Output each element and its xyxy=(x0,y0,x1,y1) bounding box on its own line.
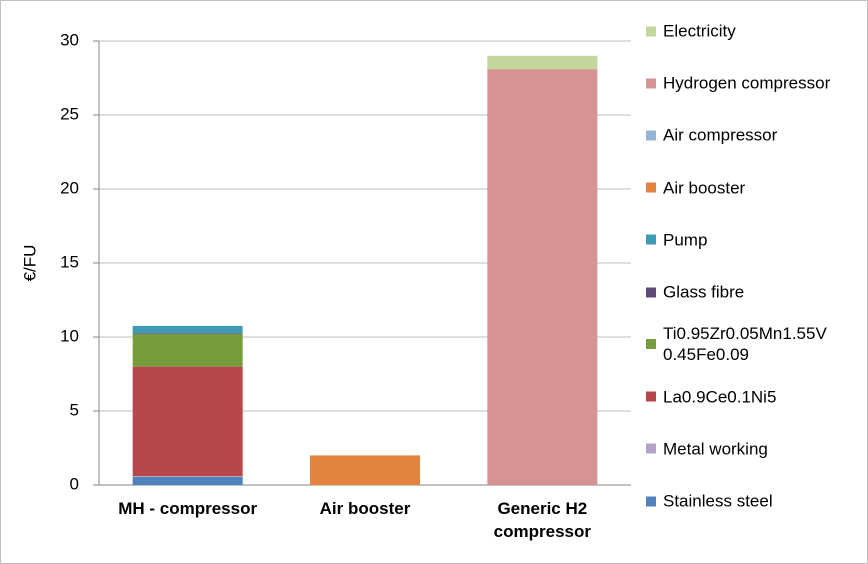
legend-item: Glass fibre xyxy=(646,282,833,303)
y-tick-label: 20 xyxy=(60,178,79,197)
legend-swatch xyxy=(646,287,656,298)
y-tick-label: 25 xyxy=(60,104,79,123)
legend-item: Air compressor xyxy=(646,125,833,146)
legend-label: Stainless steel xyxy=(663,491,773,511)
legend-item: Stainless steel xyxy=(646,491,833,512)
legend-swatch xyxy=(646,130,656,141)
legend-item: Ti0.95Zr0.05Mn1.55V0.45Fe0.09 xyxy=(646,323,833,365)
x-tick-label: Generic H2 compressor xyxy=(493,499,591,541)
legend-item: Metal working xyxy=(646,438,833,459)
bar-segment xyxy=(132,334,243,367)
legend-item: Pump xyxy=(646,229,833,250)
legend-label: Hydrogen compressor xyxy=(663,73,831,93)
legend-label: Air booster xyxy=(663,178,746,198)
legend-label: Air compressor xyxy=(663,125,778,145)
bar-segment xyxy=(132,366,243,477)
bar-segment xyxy=(132,476,243,485)
bar-segment xyxy=(310,455,420,485)
legend-swatch xyxy=(646,496,656,506)
bar-segment xyxy=(487,55,598,70)
bar-segment xyxy=(487,69,598,486)
legend-label: Electricity xyxy=(663,21,736,41)
bar-segment xyxy=(132,476,243,477)
bar-segment xyxy=(132,333,243,335)
y-tick-label: 10 xyxy=(60,326,79,345)
y-tick-label: 15 xyxy=(60,252,79,271)
legend-item: Electricity xyxy=(646,21,833,42)
legend-label: Metal working xyxy=(663,439,768,459)
legend-label: Ti0.95Zr0.05Mn1.55V0.45Fe0.09 xyxy=(663,324,827,365)
legend-swatch xyxy=(646,443,656,454)
y-tick-label: 30 xyxy=(60,30,79,49)
legend-swatch xyxy=(646,339,656,350)
legend-swatch xyxy=(646,78,656,89)
bar-segment xyxy=(132,325,243,334)
y-tick-label: 5 xyxy=(70,400,79,419)
legend-swatch xyxy=(646,26,656,36)
legend-swatch xyxy=(646,391,656,402)
legend-item: Hydrogen compressor xyxy=(646,73,833,94)
legend-swatch xyxy=(646,182,656,193)
legend-label: La0.9Ce0.1Ni5 xyxy=(663,387,777,407)
legend-item: Air booster xyxy=(646,177,833,198)
x-tick-label: MH - compressor xyxy=(118,499,258,518)
y-axis-label: €/FU xyxy=(20,245,39,282)
legend-label: Pump xyxy=(663,230,708,250)
legend-item: La0.9Ce0.1Ni5 xyxy=(646,386,833,407)
legend-label: Glass fibre xyxy=(663,282,745,302)
y-tick-label: 0 xyxy=(70,474,79,493)
x-tick-label: Air booster xyxy=(319,499,411,518)
legend-swatch xyxy=(646,234,656,245)
